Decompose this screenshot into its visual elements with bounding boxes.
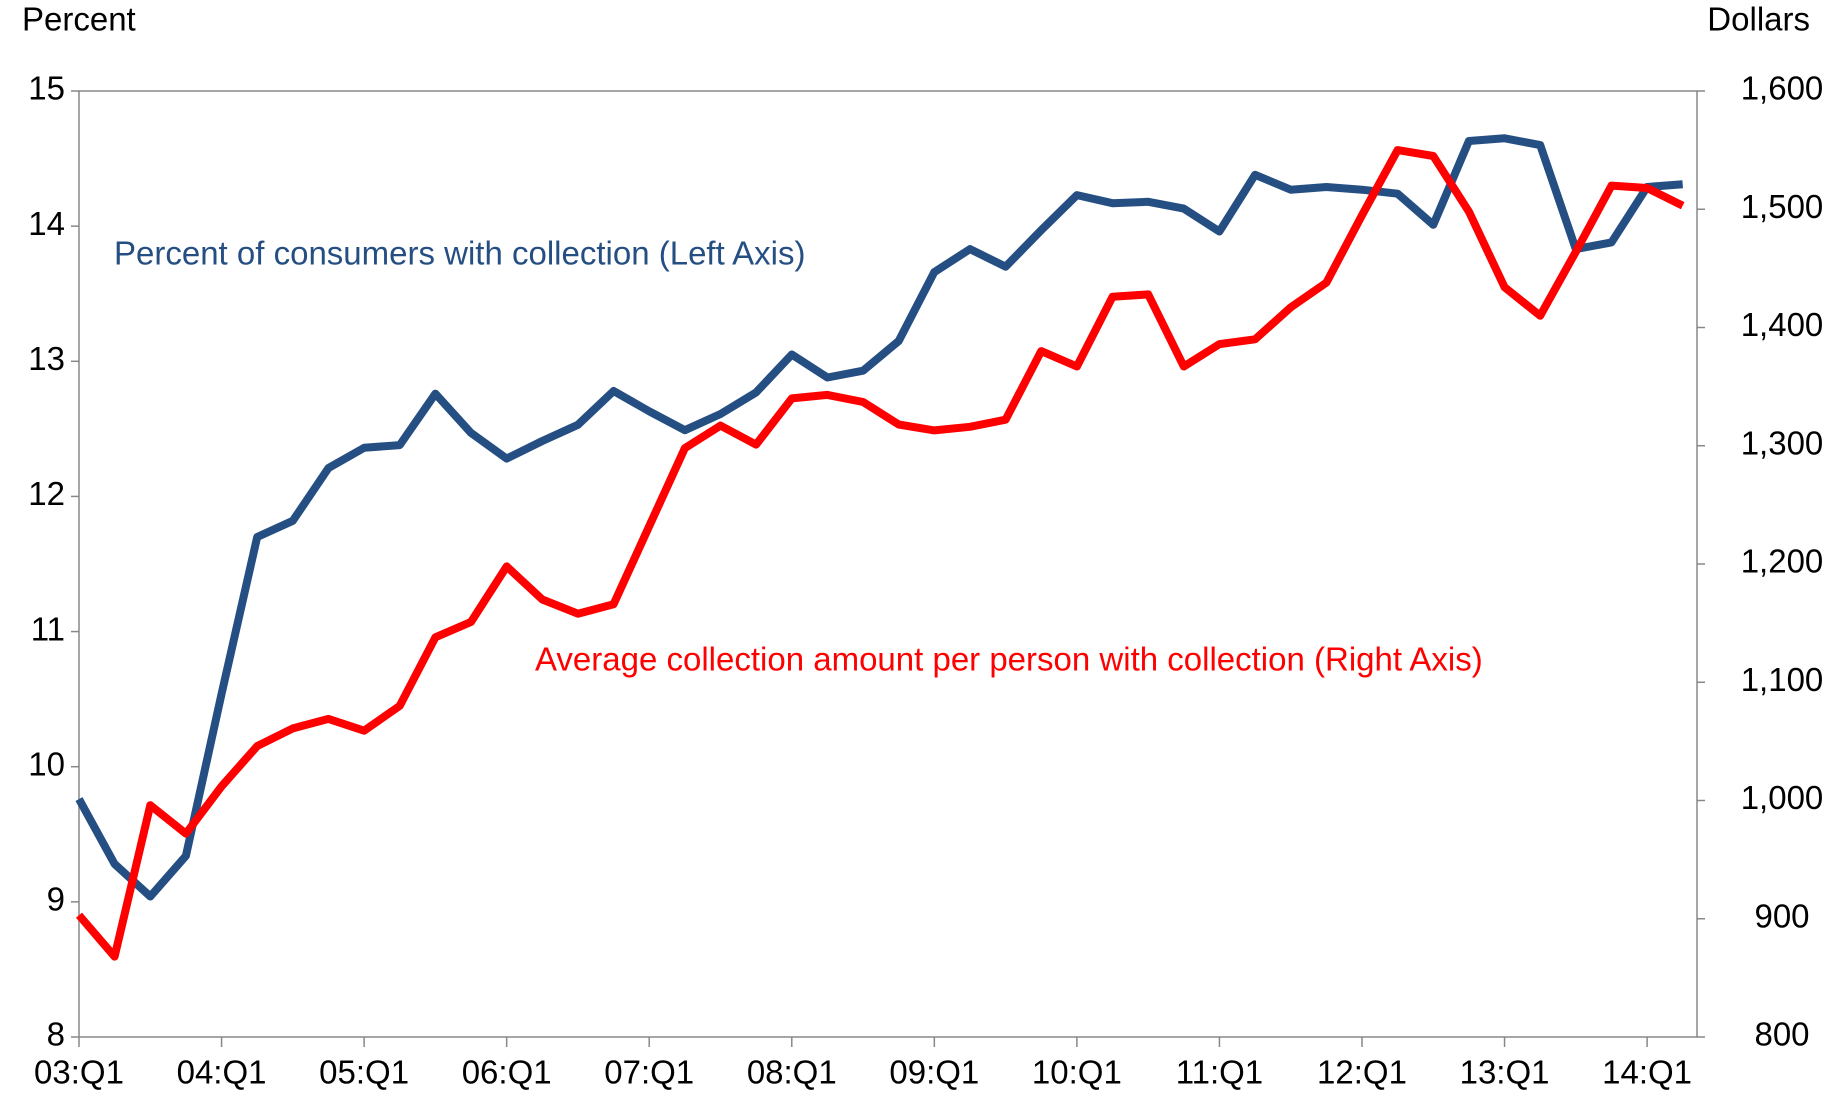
plot-frame [78,90,1698,1038]
y-axis-title: Percent [22,1,136,38]
y2-tick-label: 1,100 [1741,661,1824,698]
y2-tick-label: 1,500 [1741,188,1824,225]
x-tick-label: 10:Q1 [1032,1054,1122,1091]
y2-tick-label: 1,400 [1741,306,1824,343]
series-label: Percent of consumers with collection (Le… [114,235,805,272]
y-tick-label: 9 [47,881,65,918]
y2-tick-label: 900 [1754,897,1809,934]
y-tick-label: 13 [28,340,65,377]
x-tick-label: 05:Q1 [319,1054,409,1091]
series-line [75,134,1684,901]
x-tick-label: 03:Q1 [34,1054,124,1091]
y2-axis-title: Dollars [1707,1,1810,38]
y-tick-label: 12 [28,475,65,512]
y-tick-label: 15 [28,70,65,107]
y-tick-label: 8 [47,1016,65,1053]
y-tick-label: 10 [28,745,65,782]
x-tick-label: 12:Q1 [1317,1054,1407,1091]
x-tick-label: 09:Q1 [889,1054,979,1091]
x-tick-label: 13:Q1 [1460,1054,1550,1091]
x-tick-label: 14:Q1 [1602,1054,1692,1091]
y-tick-label: 14 [28,205,65,242]
y-tick-label: 11 [31,610,65,647]
y2-tick-label: 1,600 [1741,70,1824,107]
series-label: Average collection amount per person wit… [535,641,1483,678]
x-tick-label: 04:Q1 [177,1054,267,1091]
x-tick-label: 06:Q1 [462,1054,552,1091]
y2-tick-label: 1,000 [1741,779,1824,816]
x-tick-label: 08:Q1 [747,1054,837,1091]
y2-tick-label: 1,200 [1741,543,1824,580]
series-line [75,146,1685,961]
x-tick-label: 11:Q1 [1176,1054,1263,1091]
y2-tick-label: 1,300 [1741,424,1824,461]
x-tick-label: 07:Q1 [604,1054,694,1091]
y2-tick-label: 800 [1754,1016,1809,1053]
